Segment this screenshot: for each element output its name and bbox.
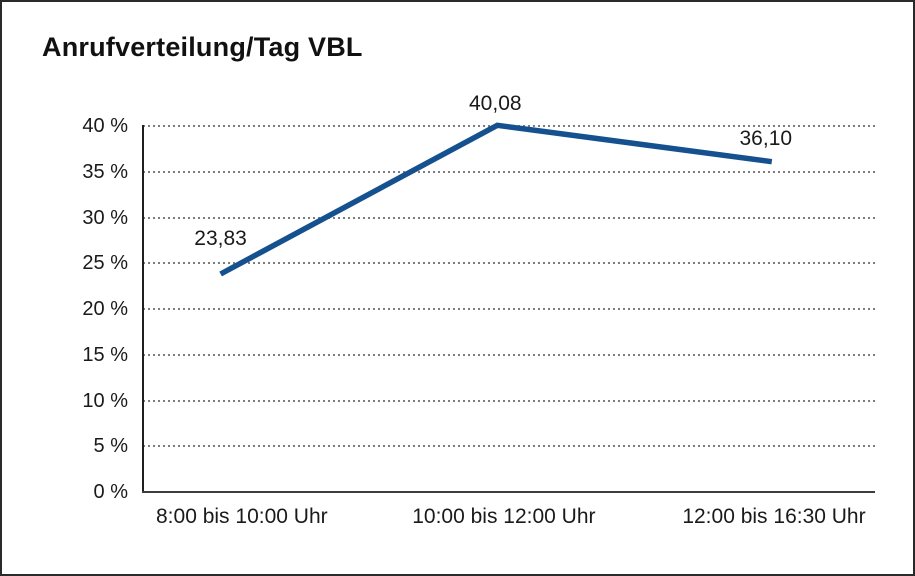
gridline-5 — [143, 445, 875, 448]
y-tick-label: 5 % — [93, 435, 128, 458]
y-tick-label: 20 % — [82, 298, 128, 320]
data-label: 23,83 — [194, 226, 247, 250]
y-tick-label: 15 % — [82, 343, 128, 366]
x-tick-label: 10:00 bis 12:00 Uhr — [412, 505, 596, 528]
chart-title: Anrufverteilung/Tag VBL — [42, 32, 363, 62]
x-axis-line — [142, 491, 875, 493]
line-series — [219, 122, 773, 277]
gridline-20 — [143, 308, 875, 310]
y-tick-label: 35 % — [82, 160, 128, 183]
gridline-30 — [143, 216, 875, 219]
y-tick-label: 30 % — [82, 206, 128, 229]
plot-area: 23,83 40,08 36,10 — [142, 92, 875, 493]
y-tick-label: 0 % — [93, 481, 128, 503]
y-tick-label: 10 % — [82, 389, 128, 412]
gridline-10 — [143, 399, 875, 402]
y-axis-line — [142, 125, 144, 492]
y-tick-label: 40 % — [82, 115, 128, 137]
gridline-15 — [143, 353, 875, 356]
x-tick-label: 8:00 bis 10:00 Uhr — [156, 505, 328, 528]
y-tick-label: 25 % — [82, 252, 128, 275]
gridline-35 — [143, 170, 875, 173]
data-label: 40,08 — [469, 92, 522, 116]
gridline-25 — [143, 262, 875, 265]
x-tick-label: 12:00 bis 16:30 Uhr — [682, 505, 866, 528]
data-label: 36,10 — [739, 126, 793, 150]
